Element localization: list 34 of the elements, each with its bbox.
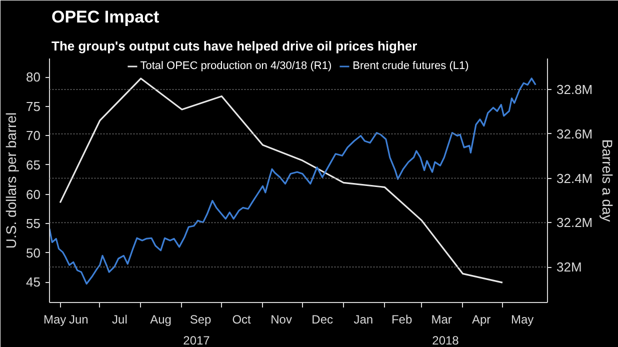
x-tick-label: Jun [68,312,88,326]
x-tick-label: Nov [270,312,292,326]
y2-tick-label: 32.4M [556,170,593,186]
y2-tick-label: 32.6M [556,126,593,142]
x-tick-label: Jan [354,312,374,326]
x-tick-label: Dec [312,312,334,326]
chart-subtitle: The group's output cuts have helped drive oil prices higher [52,38,418,54]
chart-title: OPEC Impact [52,8,160,26]
text: 2017 [183,334,210,347]
y-tick-label: 75 [26,98,41,114]
y-tick-label: 55 [26,216,41,232]
y2-axis-title: Barrels a day [600,139,616,222]
x-tick-label: May [511,312,534,326]
y-tick-label: 50 [26,245,41,260]
x-tick-label: Apr [472,312,491,326]
y-tick-label: 70 [26,128,41,144]
legend-label: Brent crude futures (L1) [352,60,469,72]
y2-tick-label: 32.8M [556,82,593,98]
legend-label: Total OPEC production on 4/30/18 (R1) [140,60,332,72]
y2-tick-label: 32.2M [556,215,593,230]
y-tick-label: 60 [26,186,41,202]
y-tick-label: 45 [26,274,41,290]
x-tick-label: Mar [431,312,452,326]
y-axis-title: U.S. dollars per barrel [3,112,20,249]
x-tick-label: Feb [391,312,412,326]
y-tick-label: 65 [26,157,41,172]
x-tick-label: Sep [190,312,212,326]
text: 2018 [432,334,460,347]
y-tick-label: 80 [26,70,41,85]
x-tick-label: Oct [232,312,252,326]
x-tick-label: Jul [112,312,128,326]
x-tick-label: Aug [150,312,172,326]
x-tick-label: May [43,312,66,326]
y2-tick-label: 32M [556,260,582,275]
